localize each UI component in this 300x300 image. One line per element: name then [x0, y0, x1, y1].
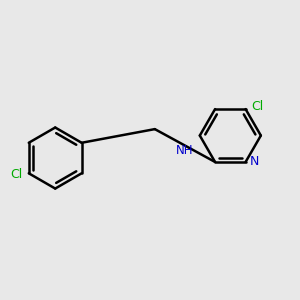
Text: Cl: Cl: [251, 100, 263, 113]
Text: NH: NH: [176, 144, 194, 157]
Text: N: N: [250, 155, 259, 169]
Text: Cl: Cl: [10, 168, 22, 181]
